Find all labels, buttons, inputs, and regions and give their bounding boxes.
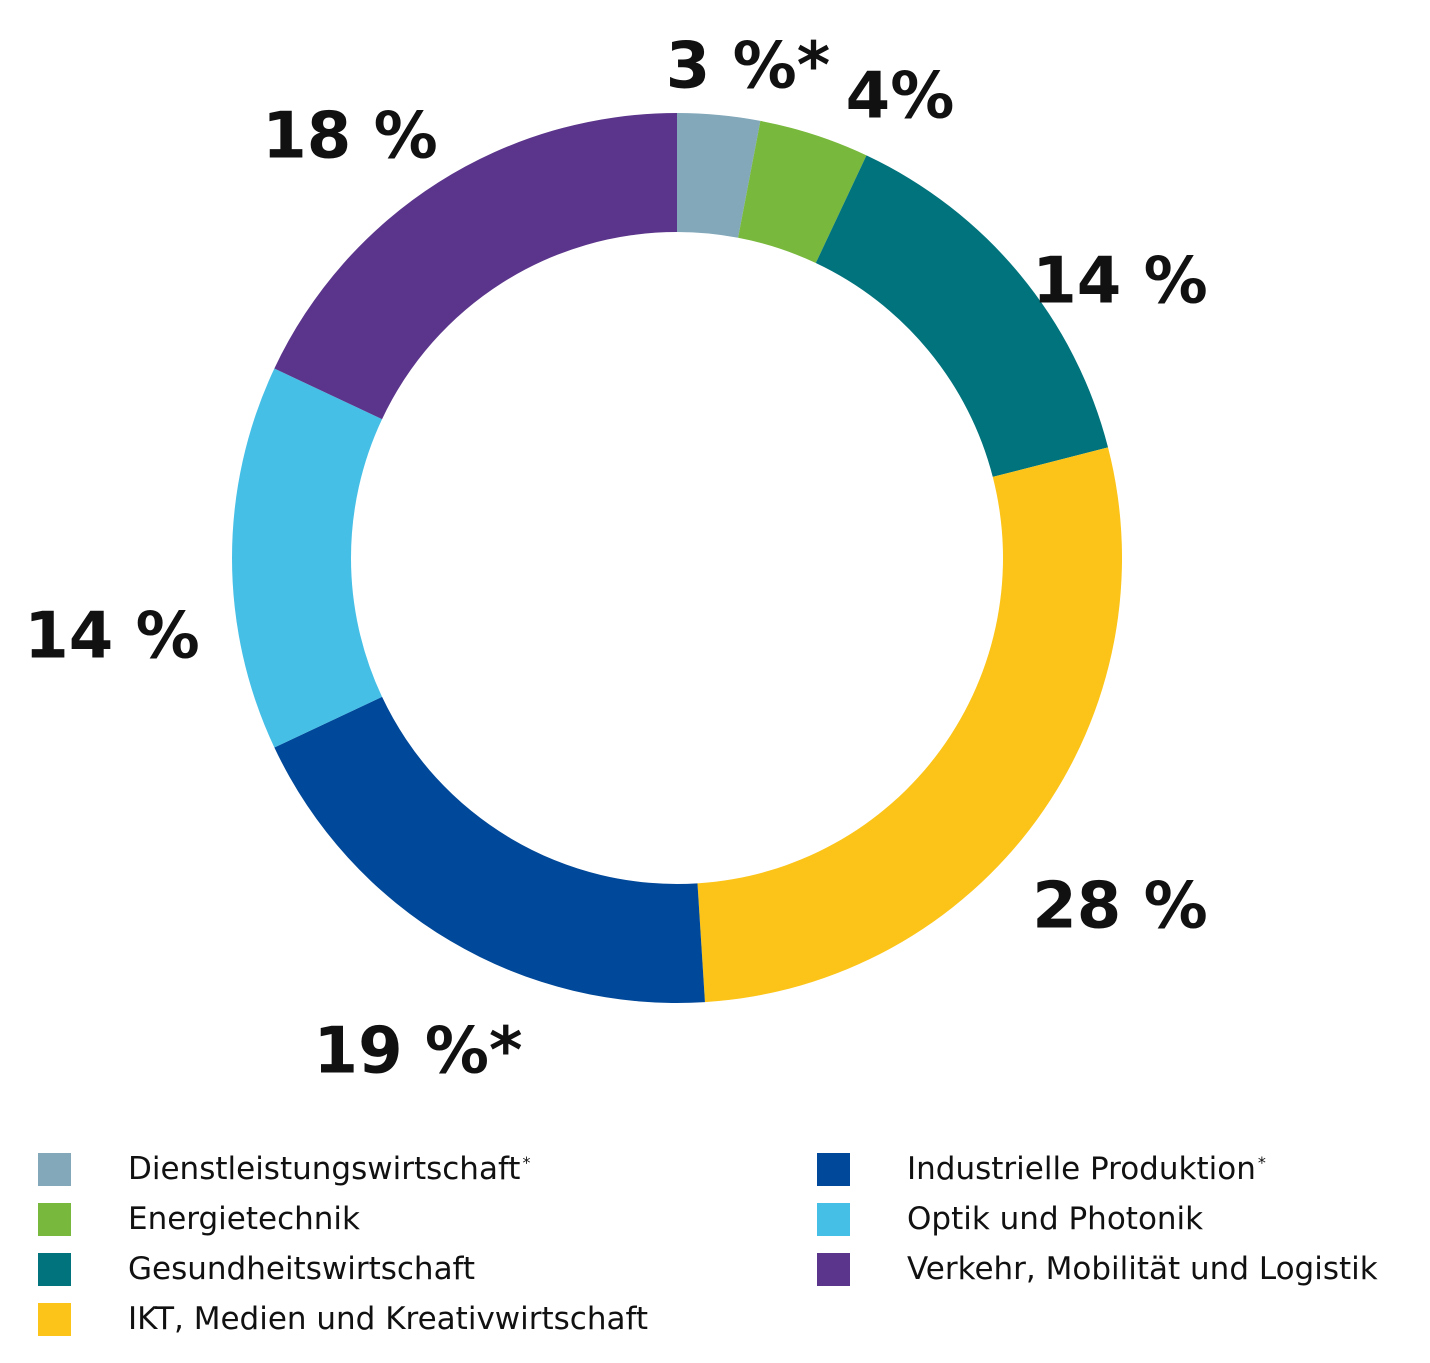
donut-slice [231, 368, 383, 748]
slice-value-label: 19 %* [314, 1015, 523, 1089]
slice-value-label: 3 %* [666, 30, 830, 104]
donut-slice [274, 696, 705, 1003]
slice-value-label: 14 % [1032, 245, 1207, 319]
donut-slice [677, 113, 761, 238]
donut-slice [738, 120, 867, 264]
slice-value-label: 14 % [24, 600, 199, 674]
donut-slice [697, 447, 1123, 1003]
slice-value-label: 28 % [1032, 870, 1207, 944]
donut-slice [274, 113, 677, 420]
slice-value-label: 18 % [262, 100, 437, 174]
slice-value-label: 4% [846, 60, 955, 134]
donut-slice [815, 155, 1109, 477]
